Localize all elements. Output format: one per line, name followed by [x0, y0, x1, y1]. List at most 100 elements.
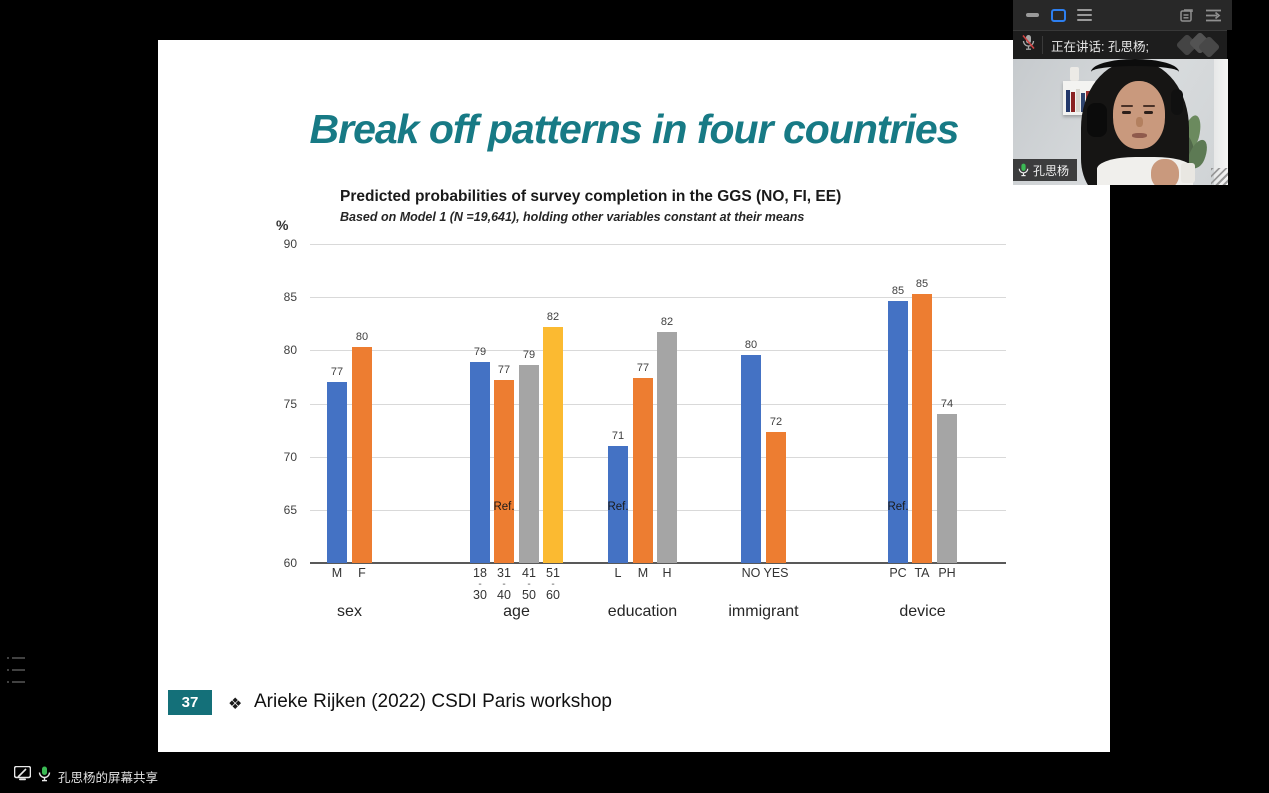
- y-tick-label: 90: [283, 237, 297, 251]
- bar-value-label: 82: [546, 310, 560, 323]
- y-tick-label: 60: [283, 556, 297, 570]
- y-tick-label: 75: [283, 396, 297, 411]
- x-tick-label: M: [331, 566, 343, 580]
- bar-sex-M: [327, 382, 347, 563]
- list-icon[interactable]: [7, 657, 25, 683]
- x-tick-label: M: [637, 566, 649, 580]
- x-tick-label: TA: [914, 566, 930, 580]
- bar-value-label: 85: [915, 277, 929, 290]
- group-label-age: age: [503, 603, 530, 620]
- x-tick-label: 31-40: [497, 566, 511, 602]
- bar-value-label: 77: [636, 361, 650, 374]
- y-axis-unit-label: %: [276, 217, 289, 233]
- shared-slide: Break off patterns in four countries Pre…: [158, 40, 1110, 752]
- bar-immigrant-YES: [766, 432, 786, 563]
- reference-category-label: Ref.: [607, 501, 629, 513]
- minimize-button[interactable]: [1021, 4, 1043, 26]
- bar-education-H: [657, 332, 677, 563]
- resize-handle[interactable]: [1211, 168, 1228, 185]
- group-label-immigrant: immigrant: [728, 603, 799, 620]
- bar-value-label: 80: [744, 338, 758, 351]
- gridline: [310, 244, 1006, 245]
- bar-immigrant-NO: [741, 354, 761, 563]
- person-hand: [1151, 159, 1179, 185]
- footer-citation: Arieke Rijken (2022) CSDI Paris workshop: [254, 691, 612, 712]
- x-axis-line: [310, 562, 1006, 564]
- x-tick-label: L: [614, 566, 622, 580]
- reference-category-label: Ref.: [493, 501, 515, 513]
- meeting-app-logo-icon: [1175, 31, 1221, 59]
- layout-active-button[interactable]: [1047, 4, 1069, 26]
- mic-muted-icon[interactable]: [1021, 34, 1036, 56]
- group-label-education: education: [607, 603, 678, 620]
- slide-footer: 37 ❖ Arieke Rijken (2022) CSDI Paris wor…: [158, 688, 1110, 728]
- x-tick-label: 51-60: [546, 566, 560, 602]
- bar-age-51-60: [543, 326, 563, 563]
- screen-share-statusbar: 孔思杨的屏幕共享: [13, 765, 159, 787]
- bar-device-PH: [937, 414, 957, 563]
- bar-value-label: 71: [611, 430, 625, 443]
- bar-value-label: 79: [473, 346, 487, 359]
- meeting-window-titlebar: [1013, 0, 1232, 30]
- bar-age-18-30: [470, 362, 490, 563]
- bar-sex-F: [352, 347, 372, 563]
- bar-education-M: [633, 377, 653, 563]
- person-face: [1113, 81, 1165, 149]
- bar-value-label: 72: [769, 416, 783, 429]
- x-tick-label: PH: [938, 566, 956, 580]
- bar-age-31-40: [494, 380, 514, 563]
- group-label-sex: sex: [337, 603, 362, 620]
- page-number-badge: 37: [168, 690, 212, 715]
- window-frame: [1214, 59, 1228, 185]
- headphone-earcup-left: [1087, 103, 1107, 137]
- x-tick-label: PC: [889, 566, 907, 580]
- bar-age-41-50: [519, 365, 539, 563]
- speaking-banner: 正在讲话: 孔思杨;: [1013, 30, 1227, 59]
- meeting-float-window: 正在讲话: 孔思杨;: [1013, 0, 1232, 185]
- bar-device-PC: [888, 301, 908, 563]
- bar-device-TA: [912, 293, 932, 563]
- x-tick-label: 18-30: [473, 566, 487, 602]
- participant-video[interactable]: 孔思杨: [1013, 59, 1228, 185]
- headphone-earcup-right: [1171, 89, 1183, 115]
- bar-education-L: [608, 446, 628, 563]
- chart-subtitle: Based on Model 1 (N =19,641), holding ot…: [340, 210, 805, 224]
- x-tick-label: F: [358, 566, 366, 580]
- y-tick-label: 65: [283, 502, 297, 517]
- reference-category-label: Ref.: [887, 501, 909, 513]
- footer-bullet-icon: ❖: [228, 696, 243, 713]
- bar-value-label: 77: [497, 364, 511, 377]
- speaking-now-label: 正在讲话: 孔思杨;: [1051, 39, 1149, 54]
- slide-title: Break off patterns in four countries: [309, 106, 960, 152]
- participant-name-tag: 孔思杨: [1013, 159, 1078, 181]
- switch-window-button[interactable]: [1176, 4, 1198, 26]
- gridline: [310, 297, 1006, 299]
- shelf-object: [1070, 67, 1079, 81]
- x-tick-label: YES: [763, 566, 789, 580]
- mic-on-icon: [1018, 163, 1029, 177]
- y-tick-label: 80: [283, 343, 297, 358]
- participant-name: 孔思杨: [1033, 163, 1070, 178]
- bar-value-label: 85: [891, 285, 905, 298]
- headphone-band: [1091, 59, 1179, 85]
- screen-share-label: 孔思杨的屏幕共享: [58, 770, 159, 785]
- mic-on-icon: [38, 766, 51, 787]
- chart-title: Predicted probabilities of survey comple…: [340, 188, 842, 205]
- collapse-panel-button[interactable]: [1202, 4, 1224, 26]
- menu-button[interactable]: [1073, 4, 1095, 26]
- bar-value-label: 79: [522, 349, 536, 362]
- banner-divider: [1042, 36, 1043, 54]
- bar-value-label: 74: [940, 398, 954, 411]
- bar-value-label: 80: [355, 331, 369, 344]
- bar-value-label: 82: [660, 316, 674, 329]
- x-tick-label: H: [662, 566, 672, 580]
- y-tick-label: 70: [283, 449, 297, 464]
- held-object: [1181, 163, 1195, 183]
- screen-share-icon: [13, 765, 32, 786]
- x-tick-label: NO: [741, 566, 761, 580]
- x-tick-label: 41-50: [522, 566, 536, 602]
- bar-value-label: 77: [330, 366, 344, 379]
- y-tick-label: 85: [283, 290, 297, 305]
